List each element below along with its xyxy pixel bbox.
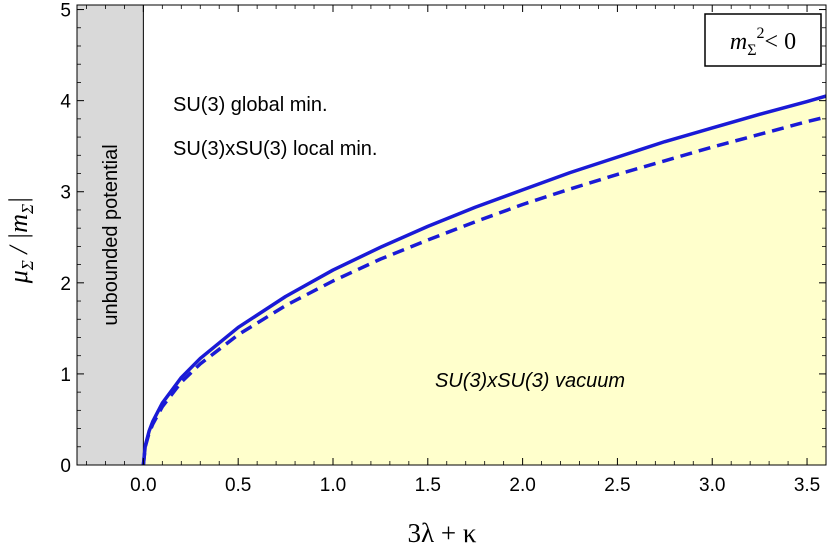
legend-sub: Σ (747, 42, 756, 59)
plot-frame (76, 4, 827, 466)
x-tick-label: 0.0 (130, 475, 156, 496)
series-line-dashed (141, 115, 827, 466)
y-axis-label-end: | (4, 197, 33, 204)
legend-rel: < 0 (765, 29, 797, 55)
vacuum-region-fill (143, 96, 827, 465)
annotation-unbounded: unbounded potential (100, 144, 122, 325)
x-tick-label: 1.0 (320, 475, 346, 496)
y-tick-label: 4 (60, 92, 71, 113)
annotation-global-min: SU(3) global min. (173, 94, 328, 116)
y-tick-label: 3 (60, 183, 71, 204)
y-axis-label-m: m (4, 214, 33, 233)
x-tick-label: 3.5 (794, 475, 820, 496)
y-tick-label: 2 (60, 274, 71, 295)
legend-box: mΣ2< 0 (704, 13, 822, 67)
y-tick-label: 0 (60, 456, 71, 477)
annotation-vacuum: SU(3)xSU(3) vacuum (435, 370, 625, 392)
x-axis-label: 3λ + κ (408, 518, 477, 548)
x-tick-label: 2.0 (509, 475, 535, 496)
y-axis-label-sub2: Σ (18, 204, 37, 215)
y-axis-label-sub1: Σ (18, 260, 37, 271)
y-tick-label: 5 (60, 1, 71, 22)
legend-m: m (730, 29, 747, 55)
series-line-solid (141, 94, 827, 466)
legend-sup: 2 (757, 25, 765, 42)
annotation-local-min: SU(3)xSU(3) local min. (173, 138, 377, 160)
y-axis-label: μΣ / |mΣ| (4, 197, 37, 285)
y-axis-label-mu: μ (4, 270, 33, 284)
x-tick-label: 1.5 (415, 475, 441, 496)
legend-frame (704, 13, 822, 67)
legend-label: mΣ2< 0 (730, 25, 796, 59)
x-tick-label: 3.0 (699, 475, 725, 496)
unbounded-region (77, 5, 144, 465)
y-tick-label: 1 (60, 365, 71, 386)
plot-area: 0.0 0.5 1.0 1.5 2.0 2.5 3.0 3.5 0 1 2 3 4 5 SU(3) glob… (60, 1, 827, 496)
x-tick-label: 2.5 (604, 475, 630, 496)
y-axis-label-mid: / | (4, 233, 33, 260)
x-tick-label: 0.5 (225, 475, 251, 496)
